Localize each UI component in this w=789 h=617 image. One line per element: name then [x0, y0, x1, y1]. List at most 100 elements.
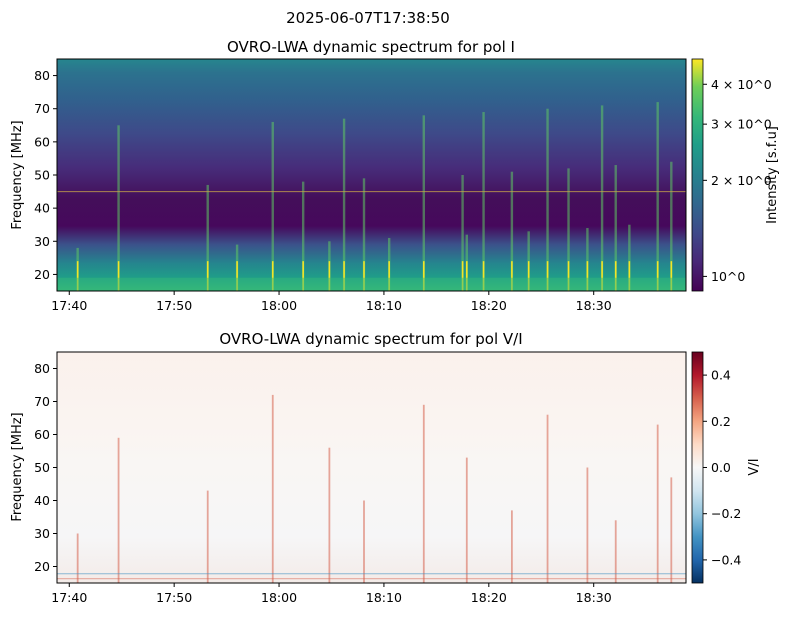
panel-pol-vi: OVRO-LWA dynamic spectrum for pol V/I 20… — [10, 330, 762, 605]
burst-core — [527, 261, 530, 291]
burst-streak — [363, 500, 365, 583]
x-tick-label: 18:30 — [576, 590, 612, 605]
y-tick-label: 50 — [34, 168, 50, 183]
panel-title-pol-vi: OVRO-LWA dynamic spectrum for pol V/I — [219, 330, 522, 348]
x-tick-label: 18:10 — [366, 590, 402, 605]
x-tick-label: 18:30 — [576, 298, 612, 313]
burst-core — [567, 261, 570, 291]
y-tick-label: 40 — [34, 201, 50, 216]
burst-streak — [271, 394, 274, 583]
burst-streak — [628, 224, 631, 291]
y-axis-label-pol-vi: Frequency [MHz] — [10, 412, 25, 521]
burst-streak — [586, 467, 589, 583]
y-tick-label: 20 — [34, 559, 50, 574]
burst-streak — [510, 171, 514, 291]
colorbar-label-pol-vi: V/I — [747, 458, 762, 475]
burst-streak — [422, 115, 425, 291]
burst-core — [601, 261, 603, 291]
spectrum-background-pol-i — [57, 59, 686, 291]
colorbar-tick-label: 0.2 — [711, 414, 731, 429]
burst-core — [465, 261, 468, 291]
x-tick-label: 17:50 — [156, 590, 192, 605]
y-tick-label: 50 — [34, 460, 50, 475]
burst-streak — [586, 228, 589, 291]
y-axis-label-pol-i: Frequency [MHz] — [10, 120, 25, 229]
burst-streak — [117, 125, 120, 292]
burst-core — [482, 261, 485, 291]
colorbar-ticks-pol-i: 4 × 10^0 3 × 10^0 2 × 10^0 10^0 — [703, 77, 772, 284]
burst-streak — [670, 477, 673, 583]
y-tick-label: 20 — [34, 267, 50, 282]
x-axis-ticks-pol-i: 17:40 17:50 18:00 18:10 18:20 18:30 — [51, 291, 612, 313]
burst-core — [206, 261, 209, 291]
y-tick-label: 80 — [34, 68, 50, 83]
burst-streak — [342, 118, 346, 292]
burst-core — [461, 261, 464, 291]
y-tick-label: 70 — [34, 101, 50, 116]
x-tick-label: 18:20 — [471, 298, 507, 313]
low-frequency-band — [57, 277, 686, 291]
burst-core — [302, 261, 304, 291]
figure-suptitle: 2025-06-07T17:38:50 — [286, 9, 450, 27]
burst-streak — [328, 447, 331, 583]
panel-title-pol-i: OVRO-LWA dynamic spectrum for pol I — [227, 38, 515, 56]
y-tick-label: 80 — [34, 361, 50, 376]
x-tick-label: 18:00 — [261, 298, 297, 313]
x-tick-label: 17:50 — [156, 298, 192, 313]
burst-streak — [614, 520, 617, 583]
burst-streak — [614, 165, 617, 291]
burst-core — [614, 261, 617, 291]
burst-core — [343, 261, 345, 291]
y-tick-label: 30 — [34, 234, 50, 249]
burst-streak — [362, 178, 366, 291]
burst-streak — [461, 175, 464, 291]
burst-core — [628, 261, 631, 291]
y-tick-label: 60 — [34, 427, 50, 442]
burst-layer-pol-i — [57, 102, 686, 292]
burst-core — [271, 261, 274, 291]
x-tick-label: 17:40 — [51, 590, 87, 605]
colorbar-ticks-pol-vi: 0.4 0.2 0.0 −0.2 −0.4 — [703, 368, 741, 567]
x-tick-label: 18:10 — [366, 298, 402, 313]
panel-pol-i: OVRO-LWA dynamic spectrum for pol I 20 30… — [10, 38, 780, 313]
y-tick-label: 40 — [34, 493, 50, 508]
burst-core — [328, 261, 331, 291]
burst-core — [236, 261, 238, 291]
burst-streak — [600, 105, 604, 292]
colorbar-tick-label: −0.2 — [711, 506, 741, 521]
x-tick-label: 18:20 — [471, 590, 507, 605]
burst-streak — [206, 490, 209, 583]
burst-streak — [567, 168, 570, 291]
burst-streak — [117, 437, 120, 583]
x-tick-label: 17:40 — [51, 298, 87, 313]
burst-core — [363, 261, 365, 291]
burst-streak — [546, 108, 549, 291]
low-frequency-band — [57, 573, 686, 575]
burst-core — [656, 261, 659, 291]
y-tick-label: 70 — [34, 394, 50, 409]
burst-core — [670, 261, 673, 291]
burst-layer-pol-vi — [57, 394, 686, 583]
colorbar-tick-label: 3 × 10^0 — [711, 117, 772, 132]
burst-core — [511, 261, 513, 291]
burst-streak — [510, 510, 513, 583]
colorbar-pol-i — [691, 58, 704, 292]
burst-streak — [482, 112, 485, 292]
burst-streak — [465, 457, 468, 583]
burst-core — [422, 261, 425, 291]
burst-core — [117, 261, 120, 291]
colorbar-label-pol-i: Intensity [s.f.u] — [765, 126, 780, 224]
burst-streak — [206, 184, 209, 291]
y-axis-ticks-pol-vi: 20 30 40 50 60 70 80 — [34, 361, 57, 574]
low-frequency-band — [57, 578, 686, 580]
colorbar-tick-label: 0.0 — [711, 460, 731, 475]
burst-streak — [301, 181, 305, 291]
colorbar-tick-label: 4 × 10^0 — [711, 77, 772, 92]
colorbar-tick-label: 0.4 — [711, 368, 731, 383]
spectrum-background-pol-vi — [57, 352, 686, 583]
colorbar-pol-vi — [691, 351, 704, 584]
burst-streak — [656, 102, 659, 291]
burst-streak — [422, 404, 425, 583]
burst-streak — [271, 121, 274, 291]
